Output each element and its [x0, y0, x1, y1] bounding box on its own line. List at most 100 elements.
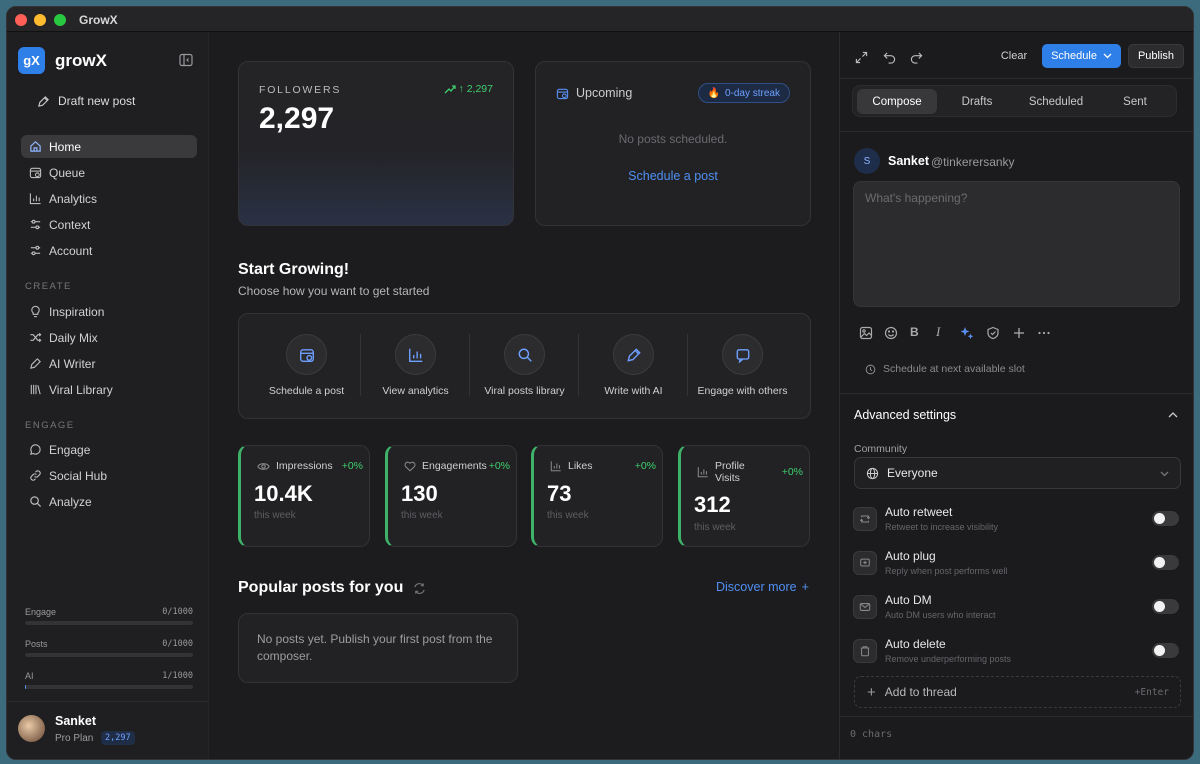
shuffle-icon [30, 332, 42, 343]
sidebar-item-label: Engage [49, 442, 91, 457]
usage-bar [25, 685, 193, 689]
sidebar-item-daily-mix[interactable]: Daily Mix [21, 326, 197, 349]
add-to-thread-button[interactable]: + Add to thread +Enter [854, 676, 1181, 708]
minimize-window-button[interactable] [34, 14, 46, 26]
auto-dm-desc: Auto DM users who interact [885, 610, 996, 620]
user-profile[interactable]: Sanket Pro Plan 2,297 [7, 701, 209, 759]
close-window-button[interactable] [15, 14, 27, 26]
eye-icon [257, 462, 270, 470]
stat-value: 130 [401, 481, 438, 506]
draft-new-post-button[interactable]: Draft new post [37, 94, 135, 108]
sidebar: gX growX Draft new post Home Queue Analy… [7, 32, 209, 759]
advanced-settings-title[interactable]: Advanced settings [854, 408, 957, 422]
stat-value: 73 [547, 481, 572, 506]
auto-retweet-toggle[interactable] [1152, 511, 1179, 526]
stat-card-impressions: Impressions +0% 10.4K this week [238, 445, 370, 547]
action-engage-with-others[interactable]: Engage with others [688, 314, 797, 418]
clear-button[interactable]: Clear [1000, 50, 1028, 62]
schedule-post-link[interactable]: Schedule a post [628, 169, 718, 183]
stat-period: this week [547, 510, 589, 521]
auto-retweet-title: Auto retweet [885, 505, 953, 519]
composer-tabs: Compose Drafts Scheduled Sent [852, 85, 1177, 117]
action-label: Write with AI [604, 385, 663, 397]
action-write-with-ai[interactable]: Write with AI [579, 314, 688, 418]
mail-icon [853, 595, 877, 619]
pen-icon [626, 347, 641, 362]
sidebar-collapse-icon[interactable] [179, 53, 193, 67]
undo-icon[interactable] [883, 51, 896, 64]
schedule-button[interactable]: Schedule [1042, 44, 1121, 68]
sidebar-item-context[interactable]: Context [21, 213, 197, 236]
expand-icon[interactable] [855, 51, 868, 64]
popular-posts-header: Popular posts for you [238, 579, 426, 597]
search-icon [30, 496, 42, 508]
sidebar-item-queue[interactable]: Queue [21, 161, 197, 184]
tab-compose[interactable]: Compose [857, 89, 937, 114]
profile-plan: Pro Plan [55, 733, 94, 744]
post-textarea[interactable]: What's happening? [853, 181, 1180, 307]
sidebar-item-label: Social Hub [49, 468, 108, 483]
calendar-icon [29, 167, 42, 179]
action-schedule-post[interactable]: Schedule a post [252, 314, 361, 418]
sidebar-item-label: Analyze [49, 494, 92, 509]
chevron-up-icon[interactable] [1168, 411, 1178, 418]
maximize-window-button[interactable] [54, 14, 66, 26]
sliders-icon [30, 245, 41, 256]
title-bar: GrowX [7, 7, 1193, 32]
usage-posts: Posts 0/1000 [25, 639, 193, 657]
sidebar-item-analytics[interactable]: Analytics [21, 187, 197, 210]
fire-icon: 🔥 [707, 87, 720, 99]
retweet-icon [853, 507, 877, 531]
auto-dm-toggle[interactable] [1152, 599, 1179, 614]
sidebar-item-ai-writer[interactable]: AI Writer [21, 352, 197, 375]
shortcut-hint: +Enter [1134, 686, 1169, 698]
auto-dm-title: Auto DM [885, 593, 932, 607]
sidebar-item-label: Inspiration [49, 304, 105, 319]
emoji-icon[interactable] [884, 326, 898, 340]
tab-sent[interactable]: Sent [1123, 95, 1147, 108]
avatar [18, 715, 45, 742]
sidebar-item-engage[interactable]: Engage [21, 438, 197, 461]
add-to-thread-label: Add to thread [884, 685, 957, 699]
bar-chart-icon [697, 467, 708, 478]
add-icon[interactable] [1012, 326, 1026, 340]
stat-change: +0% [341, 460, 363, 472]
tab-scheduled[interactable]: Scheduled [1028, 95, 1084, 108]
schedule-label: Schedule [1051, 50, 1097, 62]
sparkles-icon[interactable] [960, 326, 974, 340]
action-viral-posts-library[interactable]: Viral posts library [470, 314, 579, 418]
image-icon[interactable] [859, 326, 873, 340]
followers-delta: ↑ 2,297 [444, 83, 493, 95]
chat-icon [736, 348, 749, 363]
refresh-icon[interactable] [413, 582, 426, 595]
auto-delete-title: Auto delete [885, 637, 946, 651]
more-icon[interactable] [1037, 326, 1051, 340]
discover-more-link[interactable]: Discover more + [716, 580, 809, 594]
sidebar-item-home[interactable]: Home [21, 135, 197, 158]
community-value: Everyone [887, 466, 938, 480]
publish-button[interactable]: Publish [1128, 44, 1184, 68]
tab-drafts[interactable]: Drafts [961, 95, 993, 108]
sidebar-item-social-hub[interactable]: Social Hub [21, 464, 197, 487]
plus-icon: + [801, 580, 809, 594]
shield-icon[interactable] [986, 326, 1000, 340]
bold-icon[interactable]: B [910, 325, 919, 339]
sidebar-item-label: Account [49, 243, 93, 258]
pen-icon [38, 95, 49, 107]
action-view-analytics[interactable]: View analytics [361, 314, 470, 418]
italic-icon[interactable]: I [936, 324, 941, 339]
analytics-icon [408, 348, 422, 362]
redo-icon[interactable] [910, 51, 923, 64]
auto-plug-toggle[interactable] [1152, 555, 1179, 570]
schedule-slot-hint[interactable]: Schedule at next available slot [865, 363, 1025, 375]
usage-label: AI [25, 671, 34, 681]
link-icon [30, 470, 41, 481]
community-select[interactable]: Everyone [854, 457, 1181, 489]
sidebar-item-analyze[interactable]: Analyze [21, 490, 197, 513]
sidebar-item-viral-library[interactable]: Viral Library [21, 378, 197, 401]
auto-delete-toggle[interactable] [1152, 643, 1179, 658]
sidebar-item-inspiration[interactable]: Inspiration [21, 300, 197, 323]
usage-value: 0/1000 [162, 639, 193, 649]
composer-user-name: Sanket [888, 154, 929, 168]
sidebar-item-account[interactable]: Account [21, 239, 197, 262]
